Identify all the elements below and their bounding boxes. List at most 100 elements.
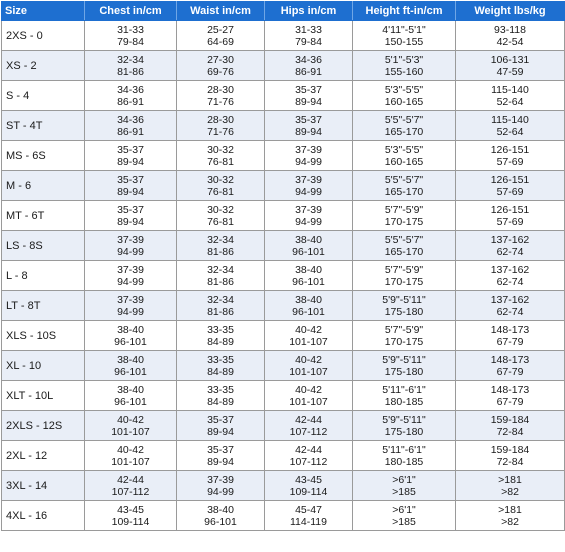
height-cell: 5'5"-5'7" 165-170 bbox=[352, 230, 456, 261]
hips-cell: 43-45 109-114 bbox=[264, 470, 353, 501]
waist-imperial: 27-30 bbox=[207, 53, 234, 66]
table-row: XLS - 10S 38-40 96-101 33-35 84-89 40-42 101-1… bbox=[1, 320, 565, 351]
height-metric: 165-170 bbox=[384, 245, 424, 258]
hips-imperial: 40-42 bbox=[295, 323, 322, 336]
chest-imperial: 38-40 bbox=[117, 383, 144, 396]
table-row: 2XS - 0 31-33 79-84 25-27 64-69 31-33 79-84 4'1… bbox=[1, 20, 565, 51]
table-header: Size Chest in/cm Waist in/cm Hips in/cm … bbox=[1, 1, 565, 21]
weight-metric: 57-69 bbox=[496, 215, 524, 228]
waist-metric: 89-94 bbox=[207, 455, 234, 468]
size-cell: M - 6 bbox=[1, 170, 85, 201]
weight-metric: 72-84 bbox=[496, 455, 524, 468]
hips-cell: 40-42 101-107 bbox=[264, 380, 353, 411]
waist-metric: 76-81 bbox=[207, 155, 234, 168]
hips-imperial: 40-42 bbox=[295, 383, 322, 396]
hips-metric: 79-84 bbox=[295, 35, 322, 48]
weight-cell: 148-173 67-79 bbox=[455, 380, 565, 411]
table-row: XS - 2 32-34 81-86 27-30 69-76 34-36 86-91 5'1"… bbox=[1, 50, 565, 81]
waist-imperial: 33-35 bbox=[207, 353, 234, 366]
chest-imperial: 40-42 bbox=[117, 413, 144, 426]
height-imperial: 5'9"-5'11" bbox=[382, 353, 426, 366]
height-cell: 5'9"-5'11" 175-180 bbox=[352, 410, 456, 441]
chest-imperial: 38-40 bbox=[117, 353, 144, 366]
height-cell: 5'5"-5'7" 165-170 bbox=[352, 170, 456, 201]
hips-imperial: 31-33 bbox=[295, 23, 322, 36]
header-hips: Hips in/cm bbox=[264, 1, 353, 21]
chest-cell: 40-42 101-107 bbox=[84, 440, 177, 471]
waist-imperial: 30-32 bbox=[207, 173, 234, 186]
height-cell: >6'1" >185 bbox=[352, 500, 456, 531]
hips-imperial: 43-45 bbox=[295, 473, 322, 486]
waist-metric: 64-69 bbox=[207, 35, 234, 48]
weight-metric: 52-64 bbox=[496, 125, 524, 138]
height-imperial: 5'3"-5'5" bbox=[384, 83, 424, 96]
hips-imperial: 38-40 bbox=[295, 233, 322, 246]
table-row: XLT - 10L 38-40 96-101 33-35 84-89 40-42 101-1… bbox=[1, 380, 565, 411]
waist-imperial: 32-34 bbox=[207, 233, 234, 246]
waist-metric: 76-81 bbox=[207, 185, 234, 198]
waist-cell: 32-34 81-86 bbox=[176, 260, 265, 291]
height-metric: 180-185 bbox=[384, 395, 424, 408]
weight-cell: 106-131 47-59 bbox=[455, 50, 565, 81]
weight-metric: 57-69 bbox=[496, 185, 524, 198]
chest-cell: 35-37 89-94 bbox=[84, 200, 177, 231]
weight-imperial: 106-131 bbox=[490, 53, 530, 66]
waist-imperial: 28-30 bbox=[207, 113, 234, 126]
height-cell: 5'3"-5'5" 160-165 bbox=[352, 140, 456, 171]
table-row: M - 6 35-37 89-94 30-32 76-81 37-39 94-99 5'5"-… bbox=[1, 170, 565, 201]
hips-cell: 42-44 107-112 bbox=[264, 440, 353, 471]
chest-imperial: 37-39 bbox=[117, 293, 144, 306]
weight-cell: 137-162 62-74 bbox=[455, 290, 565, 321]
chest-imperial: 32-34 bbox=[117, 53, 144, 66]
height-metric: 160-165 bbox=[384, 95, 424, 108]
waist-imperial: 37-39 bbox=[207, 473, 234, 486]
waist-cell: 32-34 81-86 bbox=[176, 290, 265, 321]
weight-cell: 137-162 62-74 bbox=[455, 260, 565, 291]
hips-cell: 35-37 89-94 bbox=[264, 80, 353, 111]
waist-cell: 37-39 94-99 bbox=[176, 470, 265, 501]
weight-cell: 126-151 57-69 bbox=[455, 200, 565, 231]
weight-metric: 67-79 bbox=[496, 395, 524, 408]
weight-metric: 57-69 bbox=[496, 155, 524, 168]
height-cell: 5'5"-5'7" 165-170 bbox=[352, 110, 456, 141]
height-imperial: 5'7"-5'9" bbox=[384, 323, 424, 336]
hips-metric: 107-112 bbox=[289, 425, 328, 438]
table-row: L - 8 37-39 94-99 32-34 81-86 38-40 96-101 5'7"… bbox=[1, 260, 565, 291]
height-metric: >185 bbox=[392, 485, 416, 498]
chest-metric: 86-91 bbox=[117, 125, 144, 138]
weight-imperial: >181 bbox=[498, 503, 522, 516]
height-imperial: 5'9"-5'11" bbox=[382, 293, 426, 306]
hips-imperial: 38-40 bbox=[295, 263, 322, 276]
hips-cell: 37-39 94-99 bbox=[264, 140, 353, 171]
height-imperial: 5'3"-5'5" bbox=[384, 143, 424, 156]
chest-imperial: 34-36 bbox=[117, 113, 144, 126]
hips-cell: 40-42 101-107 bbox=[264, 350, 353, 381]
weight-imperial: 148-173 bbox=[490, 353, 530, 366]
waist-metric: 94-99 bbox=[207, 485, 234, 498]
weight-imperial: 159-184 bbox=[490, 413, 530, 426]
size-cell: S - 4 bbox=[1, 80, 85, 111]
hips-cell: 35-37 89-94 bbox=[264, 110, 353, 141]
header-weight: Weight lbs/kg bbox=[455, 1, 565, 21]
chest-metric: 107-112 bbox=[111, 485, 150, 498]
hips-cell: 37-39 94-99 bbox=[264, 200, 353, 231]
waist-metric: 69-76 bbox=[207, 65, 234, 78]
size-cell: XLS - 10S bbox=[1, 320, 85, 351]
chest-cell: 40-42 101-107 bbox=[84, 410, 177, 441]
height-imperial: 4'11"-5'1" bbox=[382, 23, 426, 36]
weight-imperial: 159-184 bbox=[490, 443, 530, 456]
weight-metric: >82 bbox=[501, 515, 519, 528]
chest-cell: 38-40 96-101 bbox=[84, 380, 177, 411]
hips-imperial: 37-39 bbox=[295, 143, 322, 156]
weight-imperial: 126-151 bbox=[490, 173, 530, 186]
height-metric: >185 bbox=[392, 515, 416, 528]
chest-imperial: 34-36 bbox=[117, 83, 144, 96]
size-cell: XLT - 10L bbox=[1, 380, 85, 411]
hips-imperial: 42-44 bbox=[295, 443, 322, 456]
weight-imperial: 115-140 bbox=[491, 113, 529, 126]
waist-cell: 35-37 89-94 bbox=[176, 410, 265, 441]
waist-cell: 32-34 81-86 bbox=[176, 230, 265, 261]
size-cell: L - 8 bbox=[1, 260, 85, 291]
hips-imperial: 40-42 bbox=[295, 353, 322, 366]
table-row: MT - 6T 35-37 89-94 30-32 76-81 37-39 94-99 5'7… bbox=[1, 200, 565, 231]
